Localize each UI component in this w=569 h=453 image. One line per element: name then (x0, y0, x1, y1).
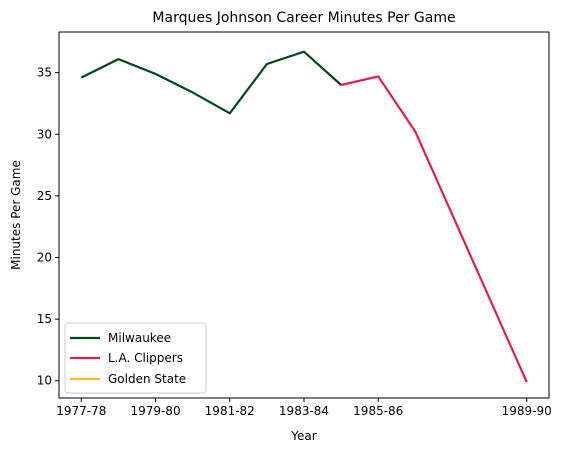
x-tick-label: 1989-90 (502, 404, 552, 418)
series-lines (80, 50, 528, 383)
x-tick-label: 1979-80 (130, 404, 180, 418)
legend: Milwaukee L.A. Clippers Golden State (64, 322, 207, 394)
chart-title: Marques Johnson Career Minutes Per Game (152, 10, 455, 26)
x-tick-label: 1985-86 (353, 404, 403, 418)
x-tick-label: 1977-78 (56, 404, 106, 418)
y-tick-label: 20 (37, 251, 52, 265)
legend-box (64, 322, 207, 394)
x-tick-label: 1983-84 (279, 404, 329, 418)
legend-label-golden-state: Golden State (108, 372, 186, 386)
y-tick-label: 25 (37, 189, 52, 203)
x-tick-label: 1981-82 (205, 404, 255, 418)
series-line-milwaukee (80, 50, 342, 115)
y-tick-label: 10 (37, 374, 52, 388)
legend-label-milwaukee: Milwaukee (108, 331, 171, 345)
y-axis-label: Minutes Per Game (9, 160, 23, 270)
series-line-l-a-clippers (340, 75, 528, 383)
x-axis-label: Year (290, 429, 316, 443)
y-tick-label: 35 (37, 66, 52, 80)
legend-label-la-clippers: L.A. Clippers (108, 351, 183, 365)
y-tick-label: 15 (37, 312, 52, 326)
y-axis: 10 15 20 25 30 35 (37, 66, 59, 388)
x-axis: 1977-78 1979-80 1981-82 1983-84 1985-86 1989-… (56, 398, 552, 418)
y-tick-label: 30 (37, 127, 52, 141)
